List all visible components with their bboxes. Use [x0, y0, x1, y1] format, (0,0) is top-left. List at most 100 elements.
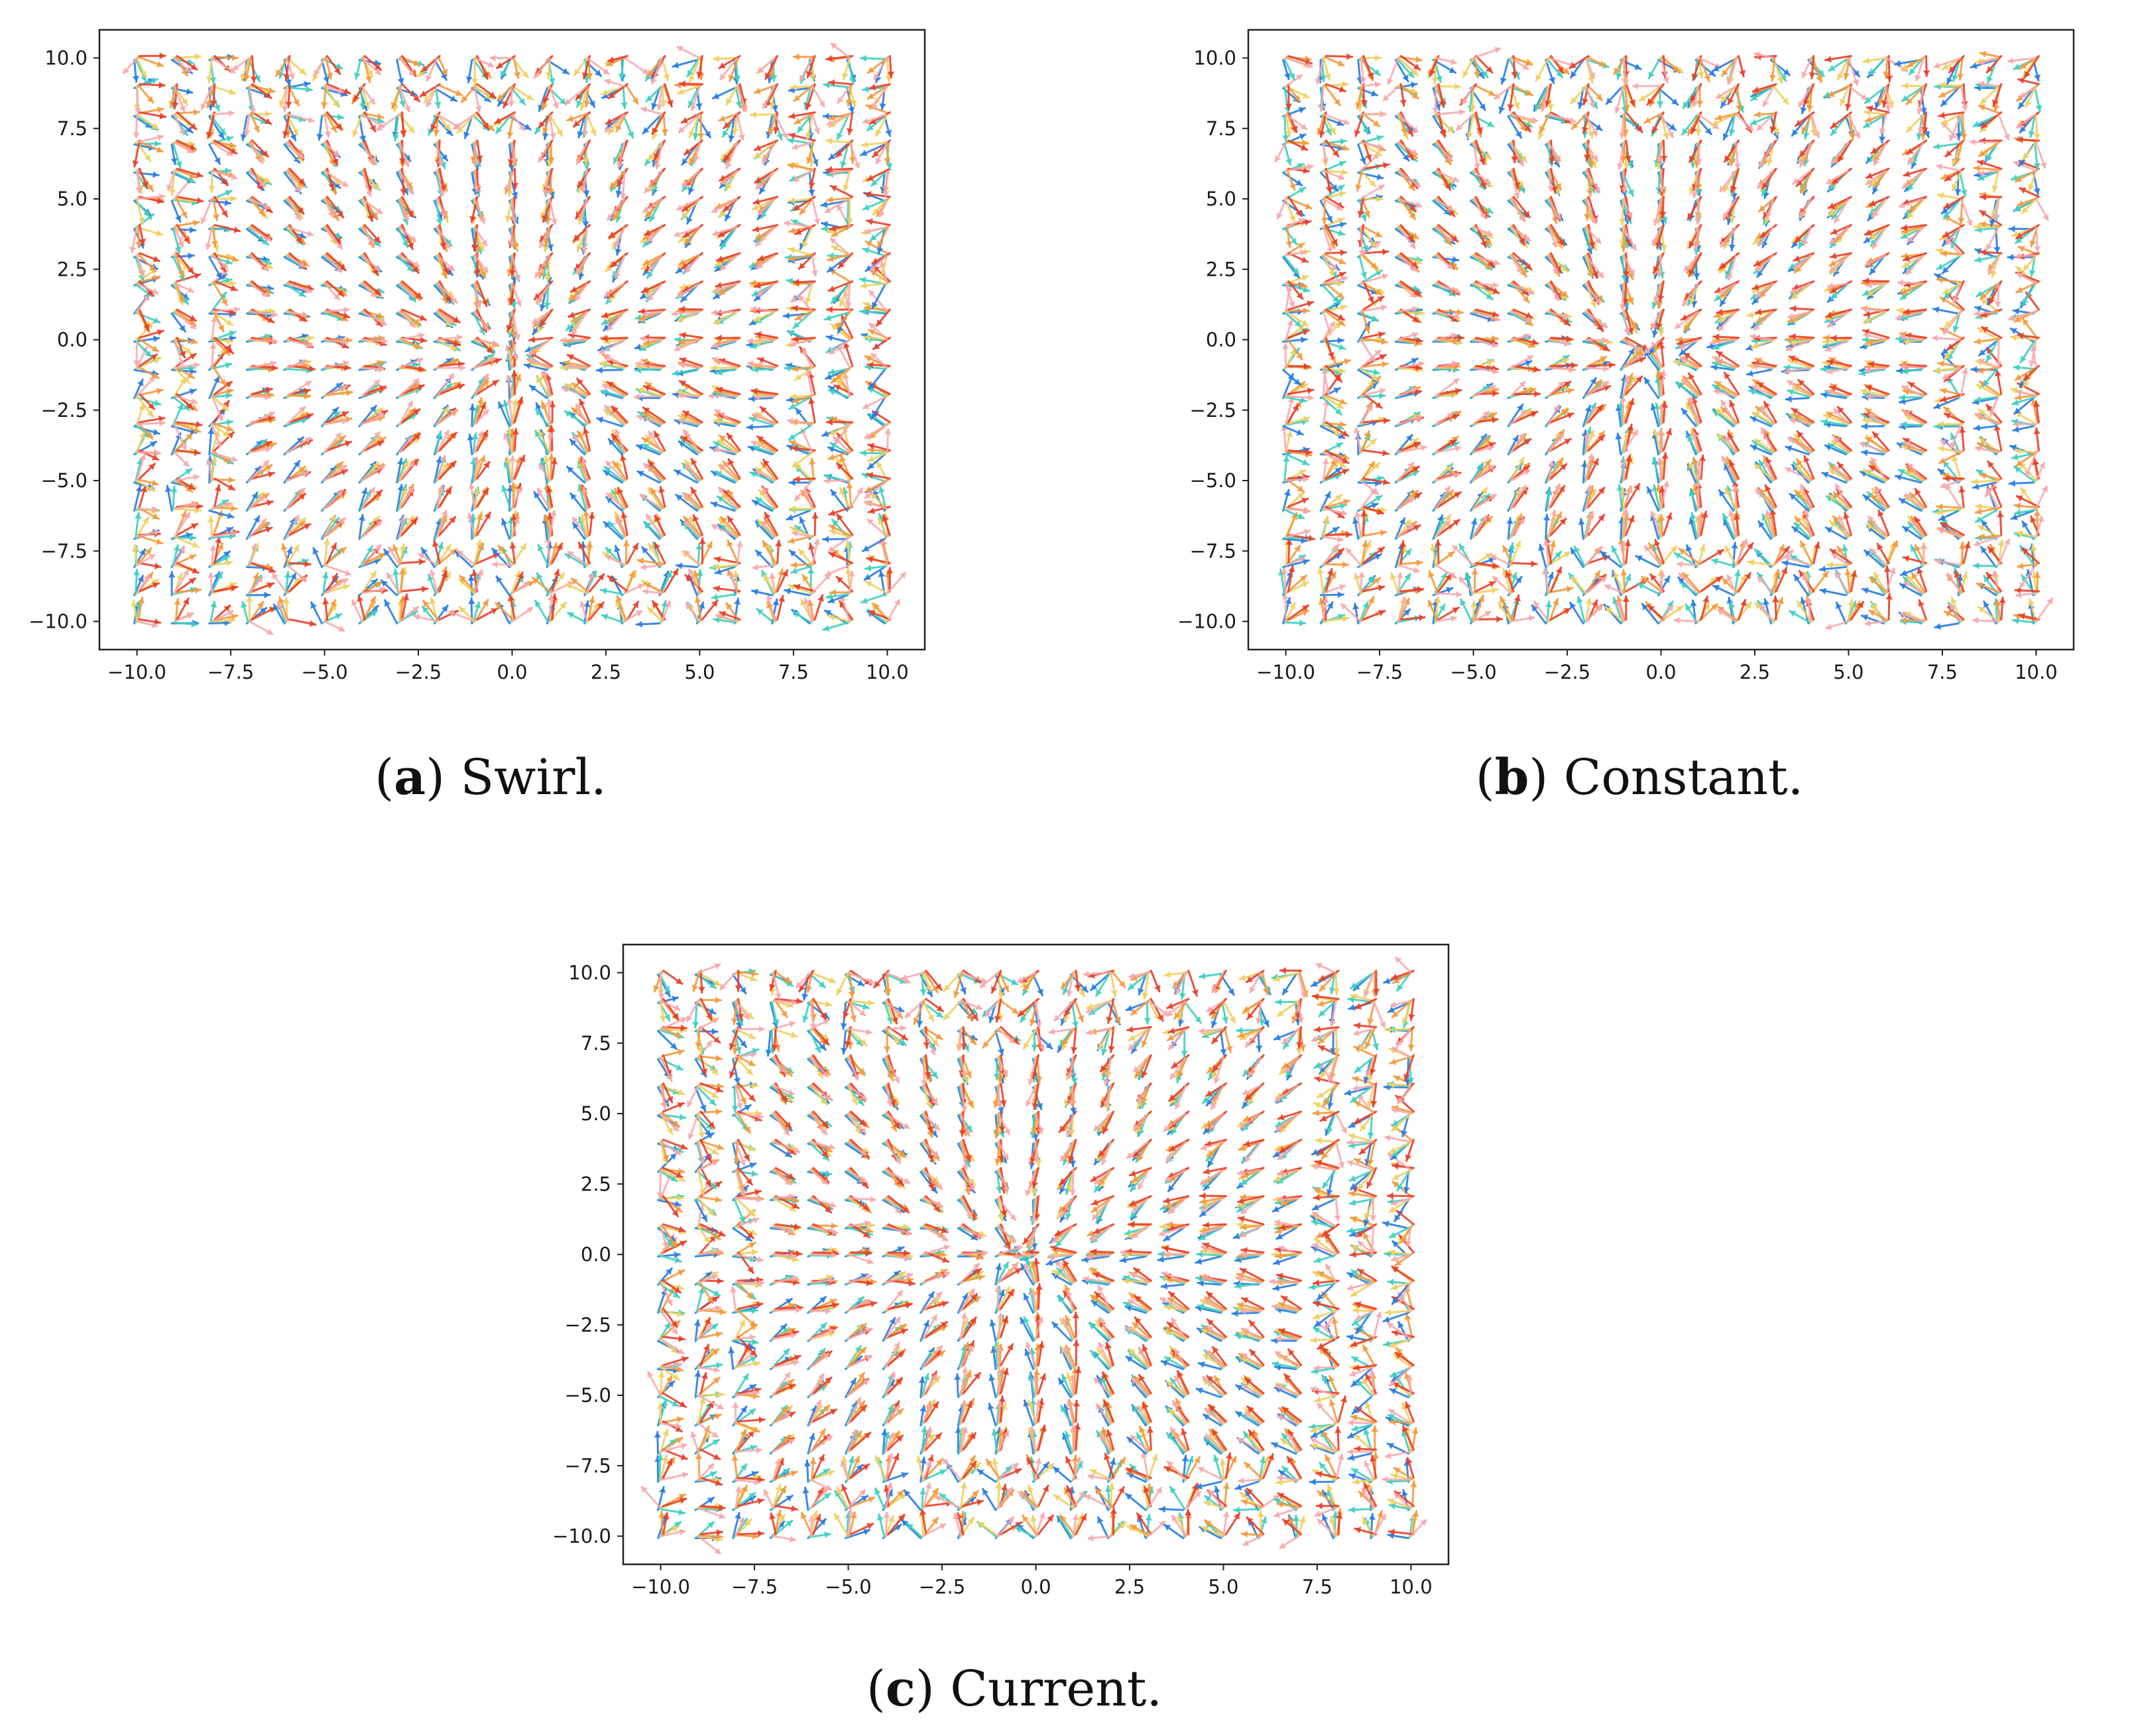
- quiver-arrow-head: [687, 187, 695, 194]
- quiver-arrow-head: [170, 486, 178, 492]
- quiver-arrow-head: [154, 449, 161, 457]
- quiver-arrow-head: [524, 363, 531, 370]
- quiver-arrow-head: [257, 157, 264, 164]
- chart-swirl: −10.0 −7.5 −5.0 −2.5 0.0 2.5 5.0 7.5 10.0−10.0−7…: [29, 29, 926, 683]
- quiver-arrow-head: [456, 333, 463, 341]
- quiver-arrow-head: [567, 467, 574, 473]
- quiver-arrow-head: [292, 99, 300, 106]
- quiver-arrow-head: [543, 96, 550, 103]
- quiver-arrow-cluster: [674, 331, 703, 352]
- quiver-arrow-head: [617, 179, 623, 186]
- quiver-arrow-head: [565, 411, 572, 418]
- quiver-arrow-head: [286, 548, 293, 554]
- quiver-arrow-head: [492, 561, 498, 568]
- quiver-arrow-head: [292, 545, 299, 552]
- quiver-arrow-cluster: [495, 570, 535, 597]
- quiver-arrow-head: [305, 286, 312, 294]
- quiver-arrow-head: [561, 386, 568, 393]
- quiver-arrow-head: [580, 458, 587, 465]
- quiver-arrow-cluster: [469, 196, 486, 225]
- quiver-arrow-head: [187, 372, 194, 378]
- quiver-arrow-head: [468, 598, 475, 605]
- quiver-arrow-head: [413, 613, 420, 621]
- quiver-arrow-head: [764, 575, 770, 582]
- quiver-arrow-head: [607, 382, 615, 388]
- quiver-arrow-head: [143, 575, 149, 582]
- quiver-arrow-head: [377, 440, 384, 447]
- quiver-arrow-head: [337, 289, 344, 296]
- quiver-arrow-head: [646, 95, 653, 102]
- quiver-arrow-head: [602, 92, 609, 99]
- quiver-arrow-head: [776, 133, 784, 140]
- quiver-arrow-head: [711, 206, 719, 213]
- quiver-arrow-head: [437, 542, 444, 550]
- quiver-arrow-head: [619, 193, 627, 200]
- quiver-arrow-cluster: [709, 539, 743, 575]
- quiver-arrow-cluster: [390, 83, 421, 113]
- quiver-arrow-cluster: [564, 540, 593, 568]
- quiver-arrow-head: [194, 53, 201, 60]
- quiver-arrow-head: [782, 570, 788, 577]
- quiver-arrow-head: [635, 610, 642, 617]
- quiver-arrow-cluster: [396, 514, 418, 540]
- quiver-arrow-head: [200, 103, 207, 110]
- quiver-arrow-head: [607, 324, 614, 331]
- quiver-arrow-cluster: [384, 593, 420, 624]
- quiver-arrow-head: [402, 215, 410, 222]
- quiver-arrow-head: [337, 211, 343, 218]
- quiver-arrow-cluster: [597, 334, 628, 355]
- quiver-arrow-cluster: [245, 438, 277, 455]
- quiver-arrow-head: [567, 551, 575, 558]
- quiver-arrow-head: [421, 585, 428, 593]
- quiver-arrow-head: [194, 587, 201, 594]
- quiver-arrow-cluster: [601, 595, 643, 624]
- quiver-arrow-head: [476, 514, 483, 521]
- quiver-arrow-head: [353, 94, 360, 101]
- quiver-arrow-head: [569, 294, 577, 301]
- quiver-arrow-cluster: [358, 335, 388, 347]
- quiver-arrow-head: [179, 325, 186, 332]
- quiver-arrow-head: [478, 244, 485, 251]
- quiver-arrow-head: [542, 245, 550, 252]
- quiver-arrow-head: [689, 104, 697, 111]
- quiver-arrow-head: [138, 597, 145, 604]
- quiver-arrow-head: [534, 271, 541, 278]
- quiver-arrow-cluster: [207, 571, 239, 597]
- quiver-arrow-head: [689, 157, 696, 164]
- quiver-arrow-head: [714, 318, 721, 324]
- quiver-arrow-cluster: [636, 430, 666, 455]
- quiver-arrow-head: [135, 241, 143, 248]
- quiver-arrow-head: [469, 404, 476, 410]
- quiver-arrow-head: [270, 360, 276, 367]
- quiver-arrow-head: [510, 331, 518, 337]
- quiver-arrow-head: [429, 598, 436, 605]
- quiver-arrow-head: [298, 494, 306, 500]
- quiver-arrow-head: [615, 517, 622, 524]
- quiver-arrow-head: [647, 70, 654, 77]
- quiver-arrow-head: [676, 494, 683, 501]
- quiver-arrow-head: [233, 226, 240, 233]
- quiver-arrow-head: [588, 512, 595, 519]
- quiver-arrow-cluster: [245, 542, 276, 573]
- quiver-arrow-head: [227, 512, 234, 520]
- quiver-arrow-head: [152, 255, 160, 262]
- quiver-arrow-cluster: [542, 510, 557, 540]
- quiver-arrow-cluster: [496, 83, 534, 109]
- quiver-arrow-cluster: [170, 544, 200, 574]
- quiver-arrow-head: [293, 461, 300, 468]
- quiver-arrow-head: [179, 105, 186, 112]
- quiver-arrow-head: [558, 573, 564, 580]
- quiver-arrow-head: [765, 72, 772, 80]
- quiver-arrow-head: [756, 262, 763, 269]
- quiver-arrow-cluster: [576, 168, 591, 198]
- quiver-arrow-head: [471, 433, 479, 439]
- quiver-arrow-head: [481, 239, 487, 247]
- quiver-arrow-head: [178, 241, 184, 248]
- quiver-arrow-head: [495, 603, 503, 610]
- quiver-arrow-head: [225, 392, 232, 400]
- quiver-arrow-head: [441, 154, 447, 161]
- quiver-arrow-head: [436, 160, 444, 166]
- quiver-arrow-cluster: [533, 483, 554, 512]
- quiver-arrow-head: [372, 462, 379, 469]
- quiver-arrow-head: [691, 459, 697, 466]
